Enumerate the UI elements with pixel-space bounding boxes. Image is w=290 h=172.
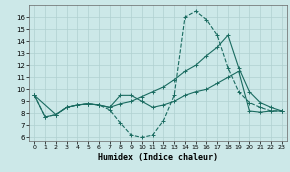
X-axis label: Humidex (Indice chaleur): Humidex (Indice chaleur) [98, 153, 218, 162]
